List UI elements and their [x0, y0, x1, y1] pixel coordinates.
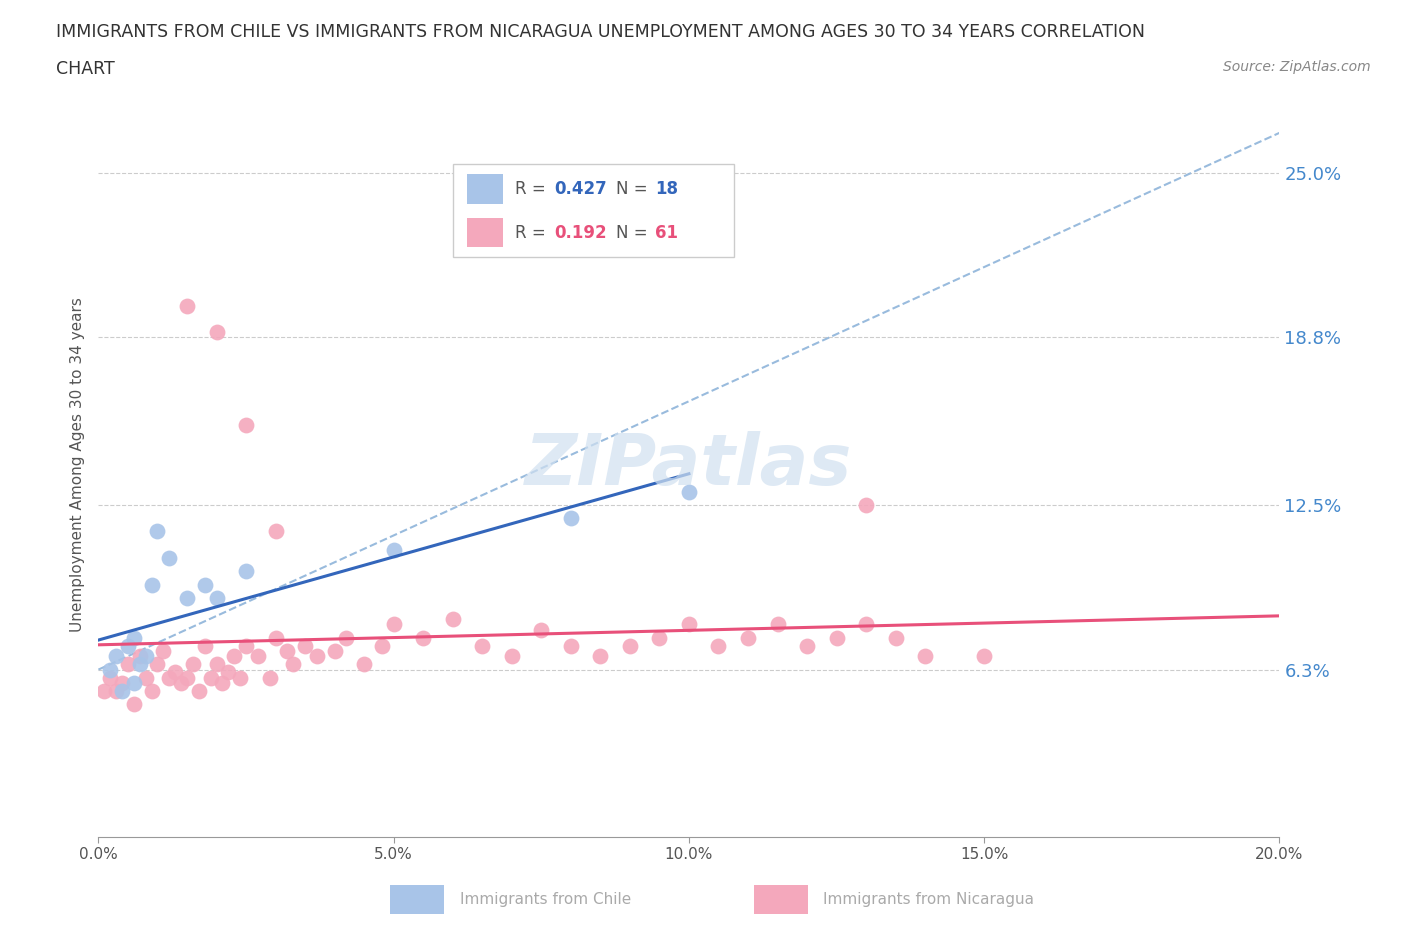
Text: Source: ZipAtlas.com: Source: ZipAtlas.com	[1223, 60, 1371, 74]
Point	[157, 551, 180, 565]
Point	[135, 649, 157, 664]
Text: 18: 18	[655, 179, 678, 198]
Point	[678, 485, 700, 499]
Point	[98, 662, 121, 677]
Point	[141, 578, 163, 592]
Point	[796, 638, 818, 653]
Point	[98, 671, 121, 685]
Point	[530, 622, 553, 637]
Point	[335, 631, 357, 645]
Point	[200, 671, 222, 685]
Point	[412, 631, 434, 645]
Point	[176, 299, 198, 313]
Point	[205, 657, 228, 671]
Point	[619, 638, 641, 653]
Bar	[467, 174, 503, 204]
Point	[93, 684, 115, 698]
Point	[382, 617, 405, 631]
Point	[122, 675, 145, 690]
Point	[914, 649, 936, 664]
Point	[128, 657, 150, 671]
Point	[117, 638, 139, 653]
Point	[371, 638, 394, 653]
Text: CHART: CHART	[56, 60, 115, 78]
Point	[165, 665, 187, 680]
Point	[141, 684, 163, 698]
Point	[707, 638, 730, 653]
Point	[264, 524, 287, 538]
Point	[766, 617, 789, 631]
Text: 0.192: 0.192	[554, 223, 606, 242]
Point	[146, 657, 169, 671]
Point	[170, 675, 193, 690]
Point	[589, 649, 612, 664]
Point	[471, 638, 494, 653]
Point	[825, 631, 848, 645]
Point	[111, 684, 134, 698]
Point	[264, 631, 287, 645]
Point	[117, 657, 139, 671]
Point	[152, 644, 174, 658]
Point	[294, 638, 316, 653]
Text: R =: R =	[515, 179, 551, 198]
Point	[105, 684, 128, 698]
Point	[441, 612, 464, 627]
Point	[122, 697, 145, 711]
Text: 0.427: 0.427	[554, 179, 607, 198]
Point	[259, 671, 281, 685]
Point	[560, 511, 582, 525]
Point	[181, 657, 204, 671]
Point	[229, 671, 252, 685]
Point	[323, 644, 346, 658]
Point	[187, 684, 209, 698]
Point	[737, 631, 759, 645]
Point	[128, 649, 150, 664]
Point	[135, 671, 157, 685]
Point	[235, 638, 257, 653]
Point	[105, 649, 128, 664]
Point	[276, 644, 298, 658]
Point	[973, 649, 995, 664]
Point	[224, 649, 246, 664]
Point	[122, 631, 145, 645]
Point	[235, 418, 257, 432]
Bar	[467, 218, 503, 247]
Text: R =: R =	[515, 223, 555, 242]
Point	[283, 657, 305, 671]
Point	[305, 649, 328, 664]
Bar	[391, 885, 444, 914]
Point	[205, 325, 228, 339]
Text: ZIPatlas: ZIPatlas	[526, 431, 852, 499]
Point	[217, 665, 239, 680]
Text: N =: N =	[616, 223, 652, 242]
Bar	[754, 885, 808, 914]
Text: N =: N =	[616, 179, 652, 198]
Point	[382, 542, 405, 557]
Point	[111, 675, 134, 690]
Text: Immigrants from Chile: Immigrants from Chile	[460, 892, 631, 908]
Text: Immigrants from Nicaragua: Immigrants from Nicaragua	[824, 892, 1035, 908]
Point	[353, 657, 375, 671]
Point	[194, 578, 217, 592]
Point	[560, 638, 582, 653]
Point	[855, 617, 877, 631]
Point	[205, 591, 228, 605]
Point	[146, 524, 169, 538]
Point	[884, 631, 907, 645]
Point	[678, 617, 700, 631]
Y-axis label: Unemployment Among Ages 30 to 34 years: Unemployment Among Ages 30 to 34 years	[69, 298, 84, 632]
Point	[157, 671, 180, 685]
Point	[211, 675, 233, 690]
Point	[246, 649, 269, 664]
Point	[176, 671, 198, 685]
Point	[235, 564, 257, 578]
Point	[501, 649, 523, 664]
Text: 61: 61	[655, 223, 678, 242]
Point	[176, 591, 198, 605]
Point	[648, 631, 671, 645]
Point	[855, 498, 877, 512]
Point	[194, 638, 217, 653]
Text: IMMIGRANTS FROM CHILE VS IMMIGRANTS FROM NICARAGUA UNEMPLOYMENT AMONG AGES 30 TO: IMMIGRANTS FROM CHILE VS IMMIGRANTS FROM…	[56, 23, 1146, 41]
